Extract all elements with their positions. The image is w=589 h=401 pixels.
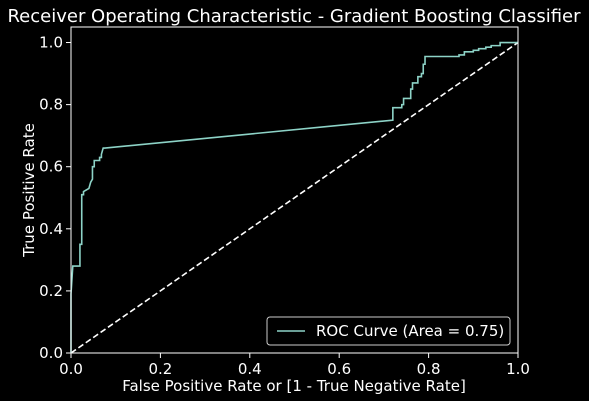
- y-tick-label: 0.0: [39, 344, 63, 362]
- roc-curve-line: [70, 41, 518, 353]
- x-axis-label: False Positive Rate or [1 - True Negativ…: [122, 377, 466, 395]
- chart-title: Receiver Operating Characteristic - Grad…: [7, 6, 581, 27]
- legend: ROC Curve (Area = 0.75): [266, 316, 511, 346]
- y-tick-label: 0.6: [39, 158, 63, 176]
- y-axis-label: True Positive Rate: [20, 123, 38, 258]
- x-tick-label: 0.4: [238, 360, 262, 378]
- x-tick-label: 1.0: [506, 360, 530, 378]
- chance-line: [70, 41, 519, 354]
- y-tick-label: 0.2: [39, 282, 63, 300]
- x-tick-label: 0.6: [327, 360, 351, 378]
- legend-label: ROC Curve (Area = 0.75): [316, 322, 504, 340]
- y-tick-label: 0.4: [39, 220, 63, 238]
- y-tick-label: 0.8: [39, 96, 63, 114]
- x-tick-label: 0.2: [148, 360, 172, 378]
- x-tick-label: 0.8: [417, 360, 441, 378]
- x-tick-label: 0.0: [59, 360, 83, 378]
- legend-box: [266, 316, 511, 346]
- y-tick-label: 1.0: [39, 34, 63, 52]
- plot-lines: [70, 41, 519, 354]
- axis-ticks: 0.0 0.2 0.4 0.6 0.8 1.0 0.0 0.2 0.4 0.6 0.8 1.0: [39, 34, 530, 378]
- plot-frame: [70, 26, 519, 354]
